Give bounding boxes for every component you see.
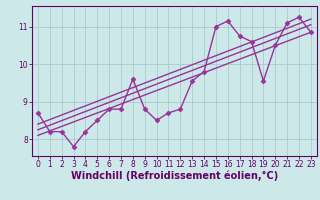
X-axis label: Windchill (Refroidissement éolien,°C): Windchill (Refroidissement éolien,°C) <box>71 171 278 181</box>
